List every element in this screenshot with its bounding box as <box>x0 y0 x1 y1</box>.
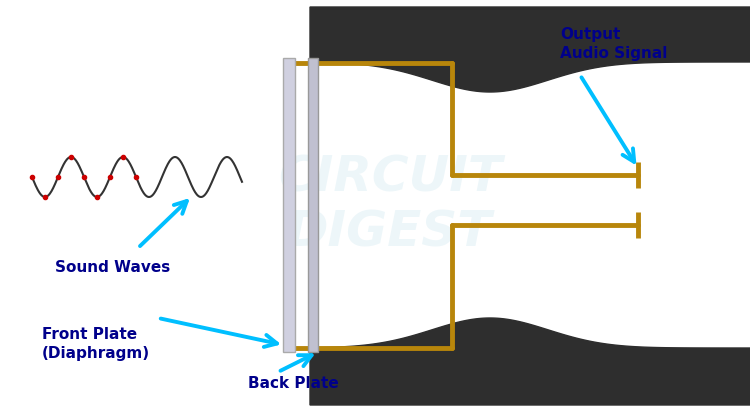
Bar <box>308 58 318 352</box>
Text: Back Plate: Back Plate <box>248 376 339 391</box>
Text: CIRCUIT
DIGEST: CIRCUIT DIGEST <box>278 153 502 257</box>
Polygon shape <box>310 318 750 405</box>
Bar <box>283 58 295 352</box>
Text: Sound Waves: Sound Waves <box>55 260 170 275</box>
Polygon shape <box>310 7 750 92</box>
Text: Front Plate
(Diaphragm): Front Plate (Diaphragm) <box>42 328 150 361</box>
Text: Output
Audio Signal: Output Audio Signal <box>560 28 668 61</box>
